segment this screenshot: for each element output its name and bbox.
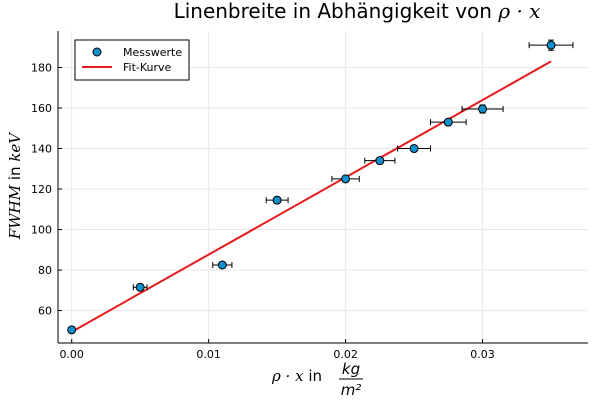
data-point — [341, 174, 351, 184]
tick-layer: 0.00 0.01 0.02 0.03 60 80 100 120 140 160 180 — [31, 61, 495, 361]
y-tick-label: 120 — [31, 183, 52, 196]
x-axis-label-math: ρ · x — [271, 367, 304, 385]
data-point — [67, 325, 77, 335]
legend-marker — [92, 47, 102, 57]
legend-label: Fit-Kurve — [123, 61, 172, 74]
data-point — [272, 195, 282, 205]
y-axis-label-math: FWHM — [6, 184, 24, 240]
x-axis-label-frac-den: m² — [341, 381, 362, 399]
y-tick-label: 100 — [31, 224, 52, 237]
y-tick-label: 80 — [38, 264, 52, 277]
data-point — [135, 282, 145, 292]
chart-title-text: Linenbreite in Abhängigkeit von — [174, 0, 499, 23]
fit-layer — [71, 60, 552, 333]
legend-box — [74, 39, 190, 81]
y-tick-label: 60 — [38, 305, 52, 318]
x-axis-label-text: in — [304, 367, 322, 385]
y-axis-label-text: in — [6, 162, 24, 185]
data-point — [478, 104, 488, 114]
y-axis-label: FWHM in keV — [6, 131, 24, 240]
x-axis-label-frac-num: kg — [342, 360, 360, 378]
y-tick-label: 160 — [31, 102, 52, 115]
x-tick-label: 0.02 — [333, 348, 358, 361]
y-axis-label-unit: keV — [6, 131, 24, 162]
data-point — [375, 156, 385, 166]
x-tick-label: 0.03 — [470, 348, 495, 361]
data-point — [546, 40, 556, 50]
x-axis-label-group: ρ · x in kg m² — [271, 360, 363, 399]
x-tick-label: 0.00 — [59, 348, 84, 361]
data-point — [217, 260, 227, 270]
chart-title: Linenbreite in Abhängigkeit von ρ · x — [174, 0, 541, 23]
data-point — [443, 117, 453, 127]
axis-layer — [57, 31, 588, 344]
legend-label: Messwerte — [123, 46, 182, 59]
data-point — [409, 144, 419, 154]
point-layer — [67, 40, 556, 335]
y-tick-label: 140 — [31, 143, 52, 156]
legend-layer: Messwerte Fit-Kurve — [74, 39, 190, 81]
chart-title-math: ρ · x — [497, 0, 540, 23]
grid-layer — [58, 31, 588, 343]
x-axis-label: ρ · x in — [271, 367, 322, 385]
fit-line — [71, 60, 552, 333]
x-tick-label: 0.01 — [196, 348, 221, 361]
y-tick-label: 180 — [31, 61, 52, 74]
